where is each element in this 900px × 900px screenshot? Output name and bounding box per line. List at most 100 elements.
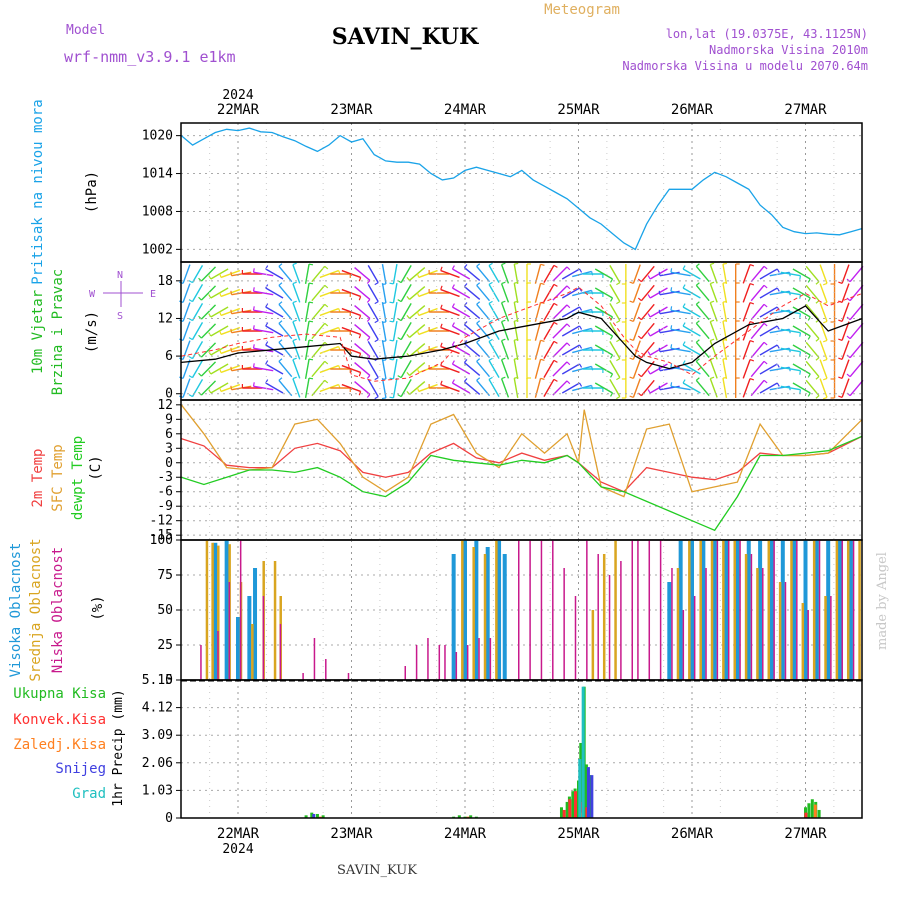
wind-barb bbox=[463, 381, 481, 395]
wind-barb bbox=[561, 344, 580, 356]
wind-barb bbox=[354, 305, 371, 319]
wind-barb-flag bbox=[389, 339, 394, 342]
wind-barb-flag bbox=[610, 278, 614, 283]
wind-barb-flag bbox=[292, 338, 297, 342]
wind-barb-flag bbox=[451, 303, 455, 308]
cloud-bar bbox=[262, 596, 265, 680]
wind-barb-flag bbox=[188, 375, 193, 379]
lonlat-label: lon,lat (19.0375E, 43.1125N) bbox=[666, 27, 868, 41]
wind-barb bbox=[552, 266, 568, 282]
wind-barb bbox=[609, 359, 621, 379]
wind-barb bbox=[488, 283, 500, 303]
wind-barb bbox=[670, 385, 691, 391]
wind-barb bbox=[742, 359, 751, 379]
wind-barb bbox=[750, 265, 765, 283]
wind-barb-flag bbox=[629, 300, 634, 303]
wind-barb-flag bbox=[637, 354, 642, 359]
precip-bar bbox=[562, 809, 566, 818]
wind-barb bbox=[849, 322, 864, 340]
wind-barb-flag bbox=[308, 358, 314, 361]
wind-barb-flag bbox=[230, 347, 233, 352]
wind-barb bbox=[311, 284, 326, 302]
wind-barb-flag bbox=[799, 351, 802, 356]
wind-barb bbox=[552, 380, 568, 396]
wind-barb-flag bbox=[670, 363, 673, 368]
cloud-bar bbox=[228, 582, 231, 680]
wind-barb-flag bbox=[695, 358, 700, 362]
wind-barb bbox=[632, 359, 641, 379]
wind-barb-flag bbox=[749, 378, 755, 381]
date-label-bottom: 22MAR bbox=[217, 826, 260, 842]
wind-barb-flag bbox=[823, 396, 828, 400]
cloud-bar bbox=[540, 540, 543, 680]
wind-barb bbox=[220, 307, 241, 317]
wind-barb bbox=[319, 307, 339, 317]
wind-barb-flag bbox=[815, 281, 820, 285]
wind-barb bbox=[452, 363, 471, 375]
wind-barb bbox=[780, 385, 801, 391]
cloud-bar bbox=[485, 547, 490, 680]
wind-barb bbox=[463, 267, 481, 281]
precip-bar bbox=[813, 804, 817, 818]
wind-barb bbox=[278, 379, 293, 397]
precip-bar bbox=[559, 807, 563, 818]
wind-barb-flag bbox=[278, 339, 283, 343]
wind-barb bbox=[543, 321, 555, 341]
cloud-bar bbox=[824, 596, 827, 680]
cloud-bar bbox=[586, 540, 588, 680]
wind-barb bbox=[552, 323, 568, 339]
wind-barb bbox=[488, 264, 500, 284]
wind-barb bbox=[632, 378, 641, 398]
wind-barb bbox=[220, 326, 241, 336]
wind-barb bbox=[759, 363, 778, 375]
wind-barb-flag bbox=[292, 376, 297, 380]
cloud-bar bbox=[746, 540, 751, 680]
wind-barb bbox=[392, 302, 398, 322]
wind-barb-flag bbox=[566, 342, 571, 347]
cloud-bar bbox=[597, 554, 599, 680]
wind-barb-flag bbox=[799, 389, 802, 394]
wind-barb bbox=[265, 363, 284, 375]
wind-barb bbox=[463, 343, 481, 357]
cloud-ylabel-high: Visoka Oblacnost bbox=[8, 543, 24, 678]
precip-bar bbox=[584, 764, 588, 818]
wind-barb bbox=[440, 345, 460, 355]
cloud-bar bbox=[727, 540, 730, 680]
wind-barb bbox=[640, 322, 655, 340]
wind-barb bbox=[819, 283, 828, 303]
wind-barb bbox=[722, 302, 728, 322]
wind-barb bbox=[805, 341, 820, 359]
wind-barb bbox=[400, 302, 412, 322]
wind-barb bbox=[695, 379, 710, 397]
cloud-bar bbox=[236, 617, 240, 680]
wind-barb bbox=[609, 264, 621, 284]
wind-barb-flag bbox=[658, 328, 661, 333]
wind-barb bbox=[742, 302, 751, 322]
wind-barb-flag bbox=[815, 395, 820, 399]
wind-barb bbox=[354, 286, 371, 300]
wind-barb-flag bbox=[658, 290, 661, 295]
wind-barb bbox=[759, 325, 778, 337]
wind-barb-flag bbox=[198, 296, 202, 301]
wind-barb-flag bbox=[358, 391, 362, 396]
wind-barb bbox=[750, 303, 765, 321]
cloud-bar bbox=[814, 540, 819, 680]
wind-barb bbox=[500, 264, 510, 284]
wind-barb-flag bbox=[637, 335, 642, 340]
wind-barb bbox=[792, 363, 811, 375]
wind-barb-flag bbox=[374, 339, 379, 343]
wind-barb bbox=[440, 326, 460, 336]
wind-barb-flag bbox=[488, 319, 493, 323]
panels: 22MAR 22MAR 23MAR 23MAR 24MAR 24MAR 25MAR 25MAR… bbox=[8, 99, 864, 842]
wind-barb-flag bbox=[776, 382, 780, 387]
wind-barb-flag bbox=[252, 363, 255, 368]
wind-barb-flag bbox=[763, 360, 768, 365]
wind-barb bbox=[367, 302, 379, 322]
wind-barb-flag bbox=[416, 349, 420, 354]
pressure-series-line bbox=[180, 127, 863, 251]
wind-barb-flag bbox=[198, 334, 202, 339]
wind-barb bbox=[200, 304, 217, 320]
wind-barb bbox=[304, 283, 310, 303]
wind-barb-flag bbox=[540, 282, 545, 285]
wind-barb-flag bbox=[501, 262, 506, 266]
